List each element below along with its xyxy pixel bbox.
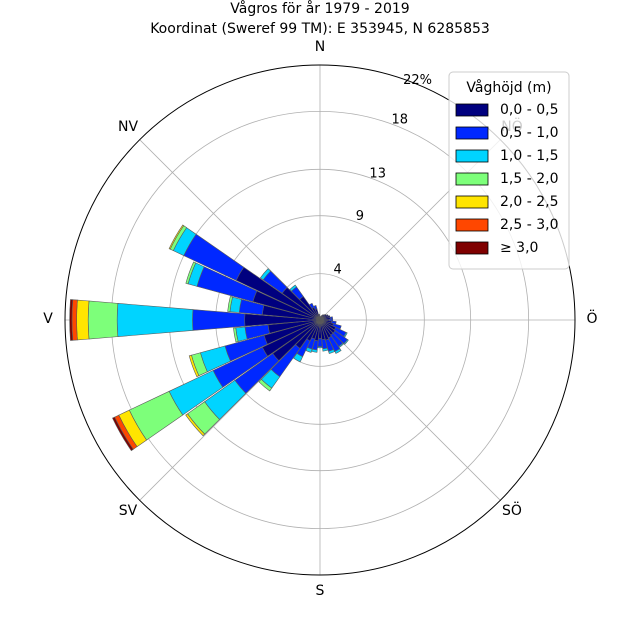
bar-segment-200-2 bbox=[305, 346, 313, 353]
bar-segment-140-2 bbox=[338, 342, 345, 348]
bar-segment-170-2 bbox=[322, 347, 329, 352]
bar-segment-270-3 bbox=[87, 300, 119, 340]
compass-label-n: N bbox=[315, 39, 325, 55]
bar-segment-290-3 bbox=[185, 261, 197, 285]
bar-segment-220-3 bbox=[258, 378, 273, 392]
bar-segment-150-2 bbox=[334, 348, 342, 354]
bar-segment-120-2 bbox=[343, 331, 348, 338]
legend-label-6: ≥ 3,0 bbox=[500, 240, 538, 256]
chart-title-line-1: Vågros för år 1979 - 2019 bbox=[230, 0, 409, 17]
legend-swatch-0 bbox=[455, 103, 489, 117]
bar-segment-210-2 bbox=[293, 352, 304, 363]
bar-segment-240-6 bbox=[112, 416, 134, 452]
bar-segment-130-2 bbox=[343, 339, 349, 345]
bar-segment-340-1 bbox=[313, 305, 318, 310]
bar-segment-250-4 bbox=[188, 354, 200, 378]
bar-segment-180-2 bbox=[317, 346, 323, 349]
ring-label-9: 9 bbox=[356, 209, 364, 224]
legend-title: Våghöjd (m) bbox=[466, 79, 551, 96]
ring-label-outer: 22% bbox=[403, 73, 432, 88]
bar-segment-300-4 bbox=[168, 224, 185, 250]
legend-label-2: 1,0 - 1,5 bbox=[500, 148, 558, 164]
compass-label-w: V bbox=[43, 311, 53, 327]
bar-segment-270-6 bbox=[69, 299, 74, 341]
bar-segment-160-2 bbox=[328, 349, 335, 354]
bar-segment-270-4 bbox=[76, 299, 90, 341]
legend-label-0: 0,0 - 0,5 bbox=[500, 102, 558, 118]
bar-segment-230-4 bbox=[185, 413, 206, 437]
legend: Våghöjd (m) 0,0 - 0,5 0,5 - 1,0 1,0 - 1,5 1… bbox=[448, 71, 570, 270]
compass-label-s: S bbox=[316, 583, 325, 599]
bar-segment-260-3 bbox=[233, 327, 239, 343]
radial-tick-labels: 4 9 13 18 22% bbox=[334, 73, 432, 278]
bar-segment-310-2 bbox=[259, 268, 271, 281]
legend-swatch-3 bbox=[455, 172, 489, 186]
compass-label-se: SÖ bbox=[502, 501, 522, 519]
bar-segment-270-5 bbox=[71, 299, 78, 341]
compass-label-sw: SV bbox=[119, 503, 138, 519]
ring-label-18: 18 bbox=[392, 113, 409, 128]
bar-segment-280-3 bbox=[227, 296, 233, 312]
ring-label-13: 13 bbox=[369, 166, 386, 181]
legend-label-1: 0,5 - 1,0 bbox=[500, 125, 558, 141]
legend-label-4: 2,0 - 2,5 bbox=[500, 194, 558, 210]
legend-swatch-2 bbox=[455, 149, 489, 163]
legend-label-5: 2,5 - 3,0 bbox=[500, 217, 558, 233]
sector-bars bbox=[69, 224, 349, 452]
legend-swatch-4 bbox=[455, 195, 489, 209]
compass-label-e: Ö bbox=[586, 309, 597, 327]
legend-swatch-6 bbox=[455, 241, 489, 255]
compass-label-nw: NV bbox=[118, 119, 138, 135]
legend-swatch-5 bbox=[455, 218, 489, 232]
plot-outline bbox=[64, 64, 576, 576]
bar-segment-350-0 bbox=[318, 313, 321, 321]
chart-title-line-2: Koordinat (Sweref 99 TM): E 353945, N 62… bbox=[150, 21, 490, 37]
grid-spoke-135 bbox=[319, 319, 501, 501]
ring-label-4: 4 bbox=[334, 263, 342, 278]
bar-segment-330-1 bbox=[309, 302, 315, 309]
bar-segment-270-2 bbox=[116, 303, 194, 337]
legend-label-3: 1,5 - 2,0 bbox=[500, 171, 558, 187]
bar-segment-180-1 bbox=[317, 338, 323, 347]
bar-segment-190-2 bbox=[311, 348, 318, 353]
bar-segment-320-2 bbox=[289, 284, 297, 292]
legend-swatch-1 bbox=[455, 126, 489, 140]
